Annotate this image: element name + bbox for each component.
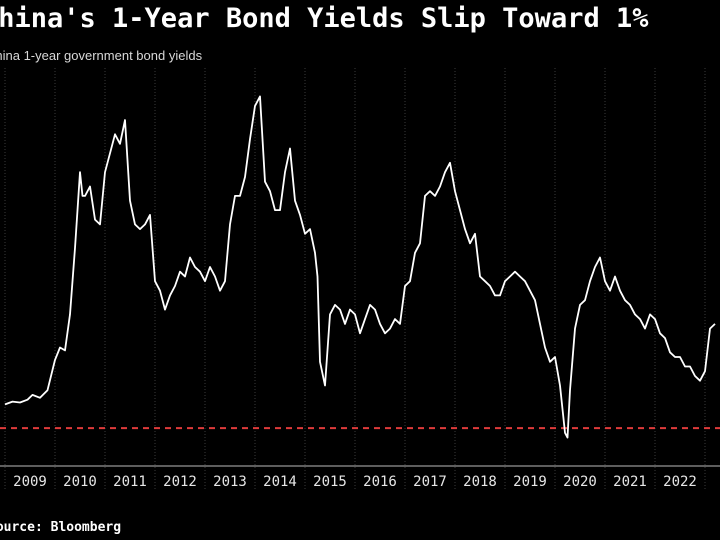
x-axis-ticks: 2009 2010 2011 2012 2013 2014 2015 2016 2017 2018… bbox=[13, 474, 697, 490]
source-credit: Source: Bloomberg bbox=[0, 520, 122, 535]
x-tick-label: 2015 bbox=[313, 474, 347, 490]
x-tick-label: 2010 bbox=[63, 474, 97, 490]
x-tick-label: 2013 bbox=[213, 474, 247, 490]
x-tick-label: 2011 bbox=[113, 474, 147, 490]
x-tick-label: 2018 bbox=[463, 474, 497, 490]
x-tick-label: 2017 bbox=[413, 474, 447, 490]
x-tick-label: 2012 bbox=[163, 474, 197, 490]
yield-series-line bbox=[4, 95, 716, 439]
chart-subtitle: China 1-year government bond yields bbox=[0, 48, 203, 63]
x-tick-label: 2022 bbox=[663, 474, 697, 490]
x-tick-label: 2014 bbox=[263, 474, 297, 490]
chart-title: China's 1-Year Bond Yields Slip Toward 1… bbox=[0, 3, 649, 34]
x-tick-label: 2016 bbox=[363, 474, 397, 490]
grid-lines bbox=[4, 68, 706, 490]
x-tick-label: 2009 bbox=[13, 474, 47, 490]
x-tick-label: 2020 bbox=[563, 474, 597, 490]
x-tick-label: 2021 bbox=[613, 474, 647, 490]
x-tick-label: 2019 bbox=[513, 474, 547, 490]
